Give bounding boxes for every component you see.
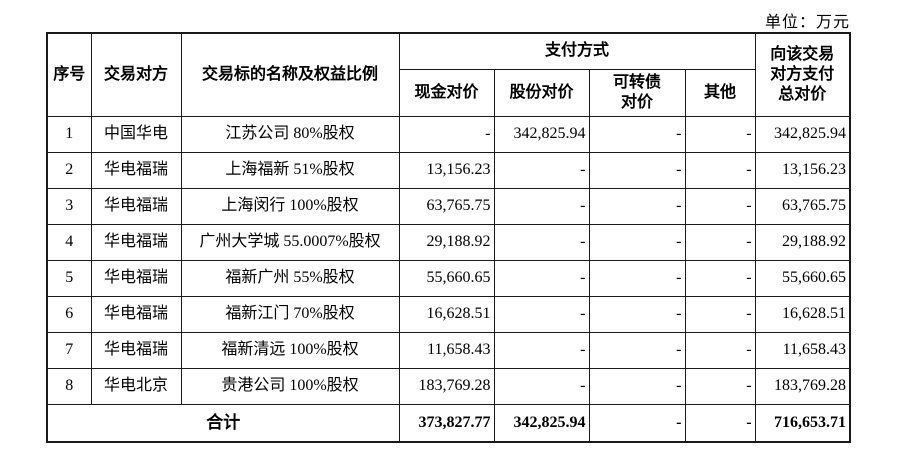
total-row: 合计 373,827.77 342,825.94 - - 716,653.71 [46,403,851,443]
header-row-sub: 现金对价 股份对价 可转债 对价 其他 [47,68,850,117]
cell-counterparty: 华电福瑞 [90,295,182,333]
table-header: 序号 交易对方 交易标的名称及权益比例 支付方式 向该交易 对方支付 总对价 现… [46,32,851,117]
header-row-top: 序号 交易对方 交易标的名称及权益比例 支付方式 向该交易 对方支付 总对价 [46,32,851,117]
cell-shares: - [493,187,590,225]
cell-other: - [684,115,756,153]
col-header-other: 其他 [684,68,756,117]
cell-total: 13,156.23 [754,151,851,189]
total-other-value: - [684,403,756,443]
col-header-shares: 股份对价 [493,68,590,117]
cell-convertible: - [588,259,686,297]
cell-counterparty: 华电福瑞 [90,259,182,297]
cell-shares: - [493,151,590,189]
cell-seq: 2 [46,151,92,189]
cell-total: 29,188.92 [754,223,851,261]
table-row: 7 华电福瑞 福新清远 100%股权 11,658.43- - -11,658.43 [46,331,851,369]
cell-counterparty: 华电北京 [90,367,182,405]
cell-cash: 55,660.65 [398,259,495,297]
cell-counterparty: 华电福瑞 [90,187,182,225]
cell-shares: - [493,223,590,261]
col-header-target: 交易标的名称及权益比例 [180,32,400,117]
cell-seq: 1 [46,115,92,153]
cell-cash: 11,658.43 [398,331,495,369]
cell-seq: 6 [46,295,92,333]
cell-cash: 16,628.51 [398,295,495,333]
cell-cash: 29,188.92 [398,223,495,261]
cell-other: - [684,259,756,297]
col-header-seq: 序号 [46,32,92,117]
cell-total: 342,825.94 [754,115,851,153]
cell-convertible: - [588,187,686,225]
cell-cash: - [398,115,495,153]
cell-shares: - [493,259,590,297]
cell-total: 16,628.51 [754,295,851,333]
cell-target: 广州大学城 55.0007%股权 [180,223,400,261]
cell-seq: 8 [46,367,92,405]
cell-convertible: - [588,331,686,369]
table-row: 5 华电福瑞 福新广州 55%股权 55,660.65- - -55,660.65 [46,259,851,297]
cell-total: 11,658.43 [754,331,851,369]
cell-convertible: - [588,115,686,153]
cell-other: - [684,223,756,261]
unit-label: 单位：万元 [764,14,850,31]
cell-total: 55,660.65 [754,259,851,297]
table-row: 8 华电北京 贵港公司 100%股权 183,769.28- - -183,769.28 [46,367,851,405]
cell-seq: 7 [46,331,92,369]
cell-counterparty: 华电福瑞 [90,151,182,189]
cell-convertible: - [588,223,686,261]
cell-counterparty: 华电福瑞 [90,223,182,261]
cell-seq: 3 [46,187,92,225]
col-header-convertible-bond: 可转债 对价 [588,68,686,117]
cell-target: 福新江门 70%股权 [180,295,400,333]
payment-consideration-table: 序号 交易对方 交易标的名称及权益比例 支付方式 向该交易 对方支付 总对价 现… [46,32,852,443]
table-row: 3 华电福瑞 上海闵行 100%股权 63,765.75- - -63,765.75 [46,187,851,225]
table-row: 4 华电福瑞 广州大学城 55.0007%股权 29,188.92- - -29,188.… [46,223,851,261]
table-row: 2 华电福瑞 上海福新 51%股权 13,156.23- - -13,156.23 [46,151,851,189]
cell-total: 63,765.75 [754,187,851,225]
table-body: 1 中国华电 江苏公司 80%股权 -342,825.94- -342,825.94 2 华… [46,115,851,405]
cell-shares: - [493,367,590,405]
cell-counterparty: 华电福瑞 [90,331,182,369]
col-header-cash: 现金对价 [398,68,495,117]
cell-cash: 63,765.75 [398,187,495,225]
total-overall-value: 716,653.71 [754,403,851,443]
cell-cash: 183,769.28 [398,367,495,405]
cell-shares: 342,825.94 [493,115,590,153]
cell-target: 上海福新 51%股权 [180,151,400,189]
cell-seq: 5 [46,259,92,297]
table-row: 1 中国华电 江苏公司 80%股权 -342,825.94- -342,825.94 [46,115,851,153]
cell-total: 183,769.28 [754,367,851,405]
cell-cash: 13,156.23 [398,151,495,189]
col-header-payment-method: 支付方式 [398,32,756,70]
cell-other: - [684,151,756,189]
cell-target: 福新清远 100%股权 [180,331,400,369]
total-convertible-value: - [588,403,686,443]
col-header-total-consideration: 向该交易 对方支付 总对价 [754,32,851,117]
cell-convertible: - [588,151,686,189]
cell-other: - [684,295,756,333]
cell-convertible: - [588,367,686,405]
cell-other: - [684,187,756,225]
cell-convertible: - [588,295,686,333]
col-header-counterparty: 交易对方 [90,32,182,117]
cell-target: 上海闵行 100%股权 [180,187,400,225]
cell-other: - [684,331,756,369]
table-row: 6 华电福瑞 福新江门 70%股权 16,628.51- - -16,628.51 [46,295,851,333]
cell-target: 福新广州 55%股权 [180,259,400,297]
cell-shares: - [493,331,590,369]
cell-seq: 4 [46,223,92,261]
cell-other: - [684,367,756,405]
total-cash-value: 373,827.77 [398,403,495,443]
total-row-label: 合计 [46,403,400,443]
cell-target: 江苏公司 80%股权 [180,115,400,153]
table-footer: 合计 373,827.77 342,825.94 - - 716,653.71 [46,403,851,443]
cell-target: 贵港公司 100%股权 [180,367,400,405]
total-shares-value: 342,825.94 [493,403,590,443]
cell-counterparty: 中国华电 [90,115,182,153]
cell-shares: - [493,295,590,333]
